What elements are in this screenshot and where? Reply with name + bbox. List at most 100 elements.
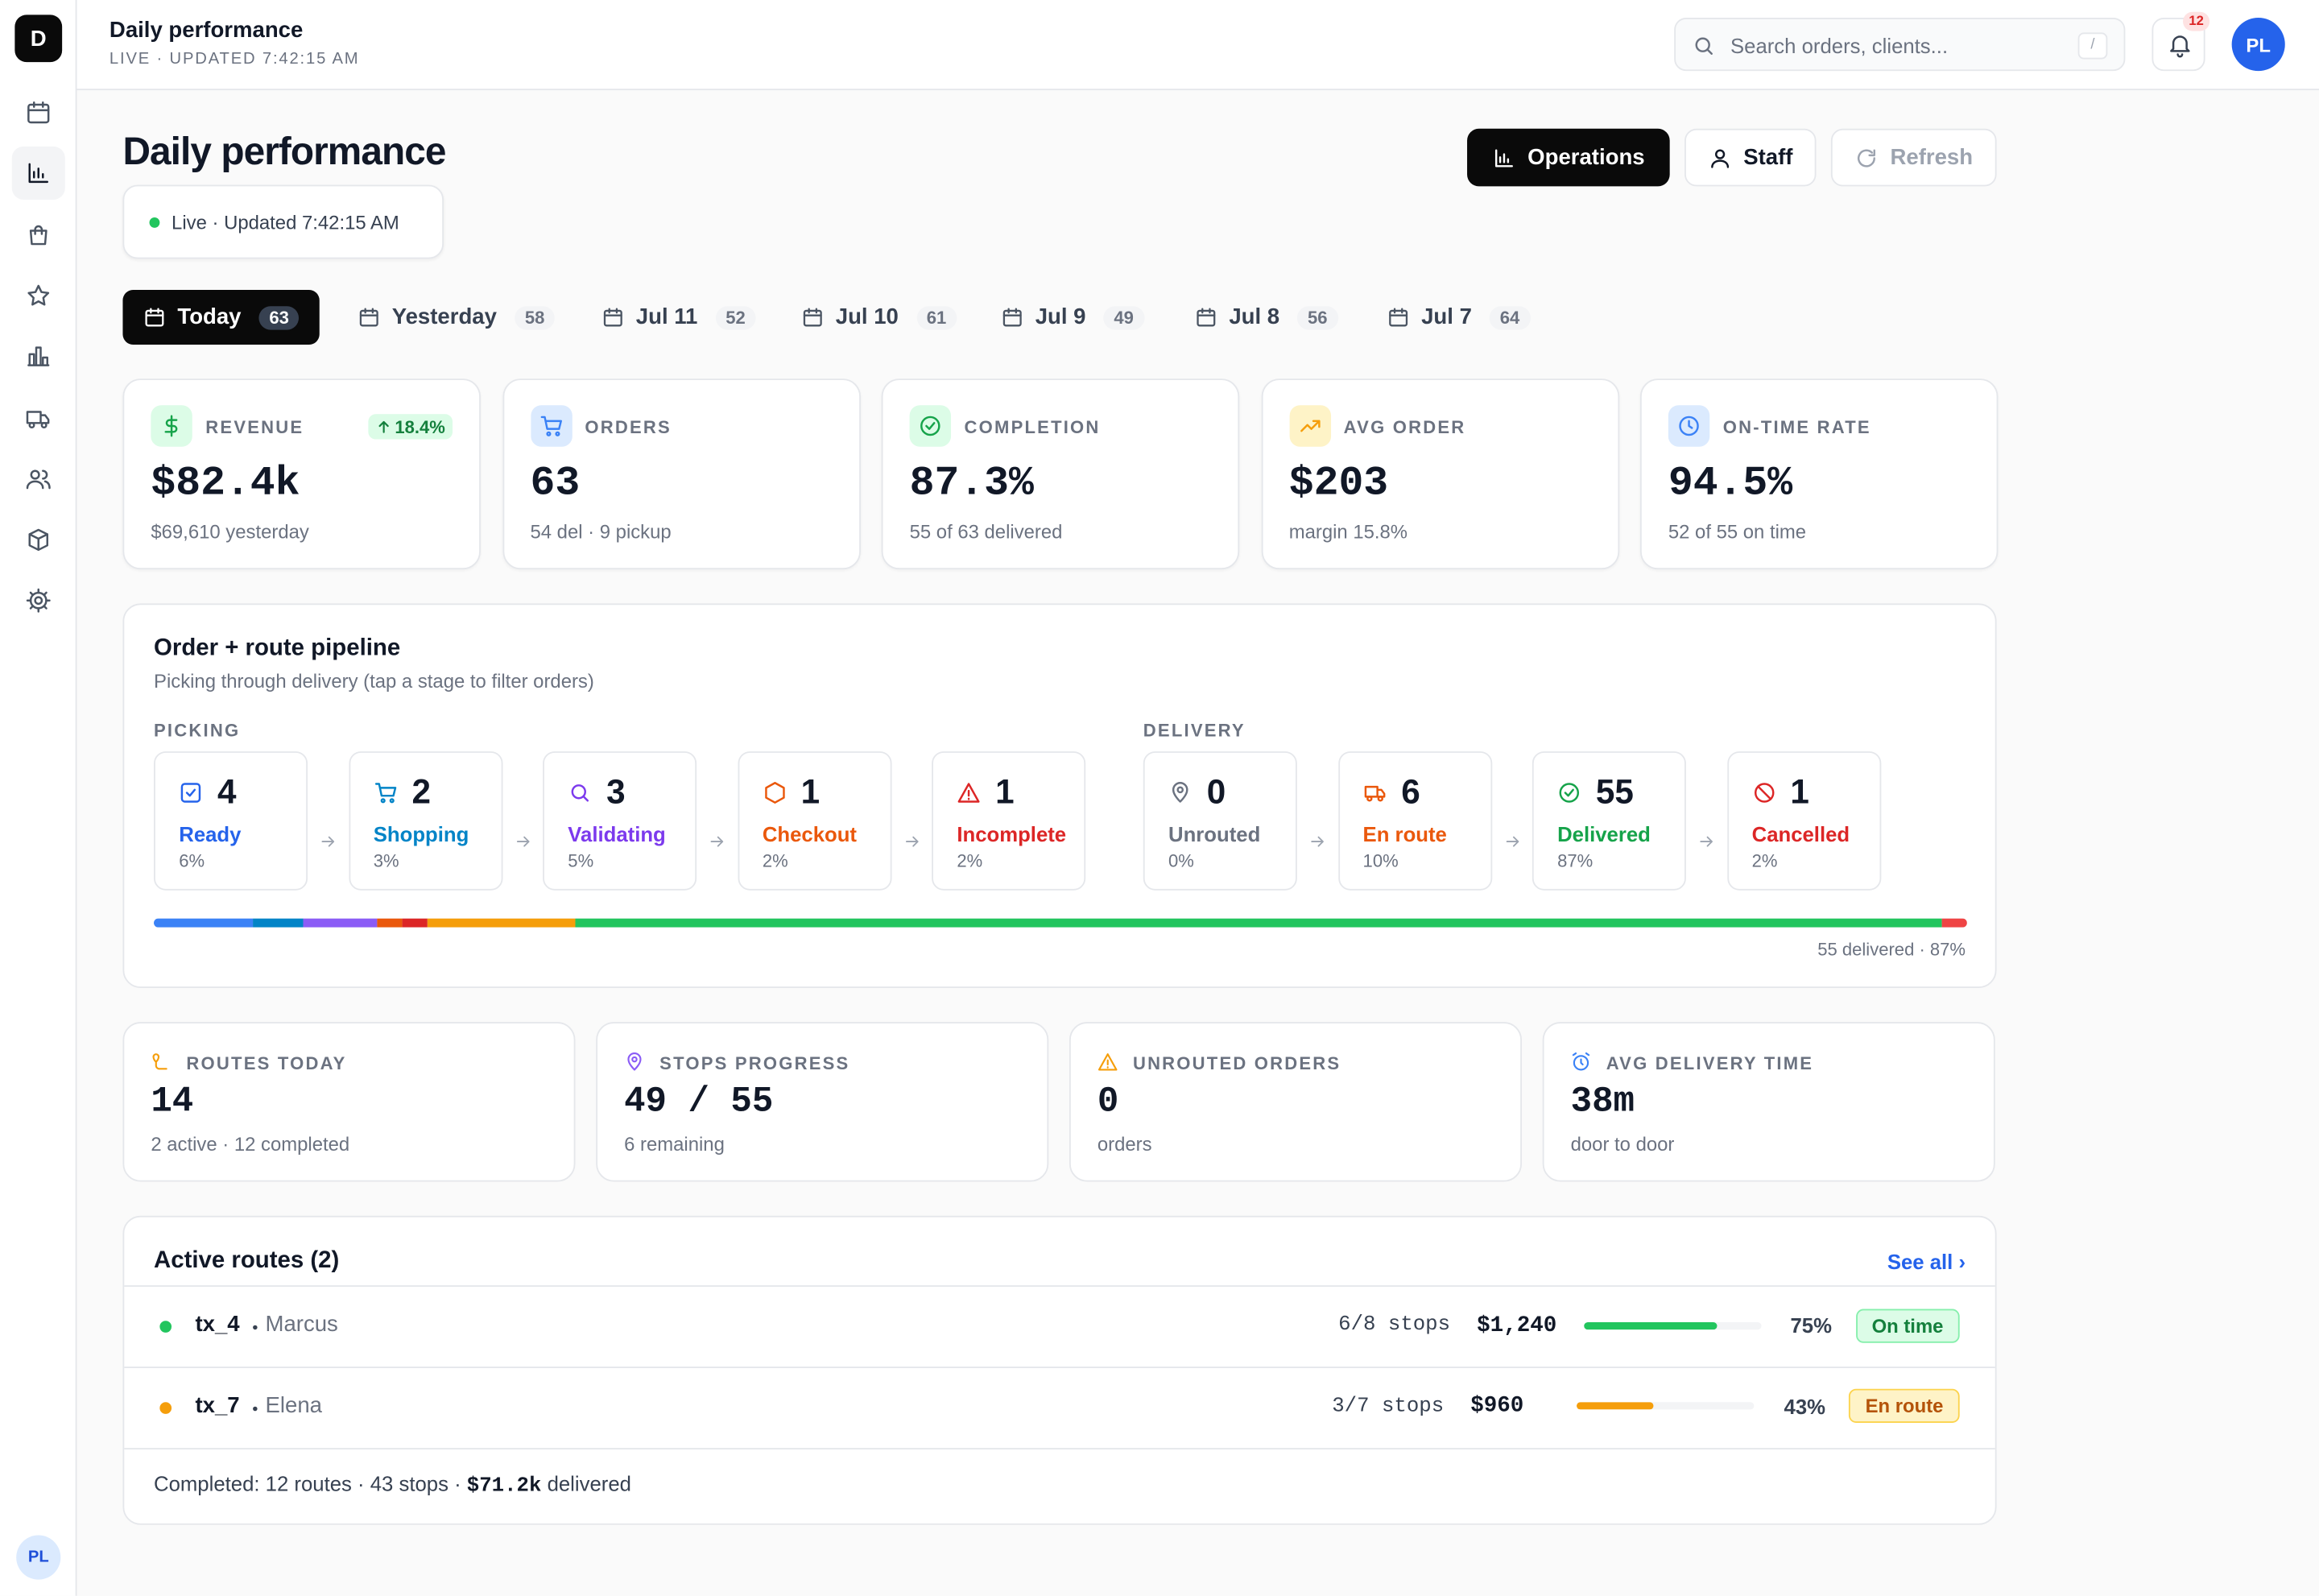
tab-label: Jul 8	[1229, 304, 1280, 330]
stage-name: Unrouted	[1168, 822, 1261, 846]
stage-count: 3	[606, 771, 626, 811]
header-button[interactable]: Staff	[1684, 128, 1817, 187]
header-button[interactable]: Refresh	[1830, 128, 1997, 187]
search[interactable]: Search orders, clients... /	[1674, 18, 2126, 72]
nav-item[interactable]	[12, 574, 65, 627]
icon	[378, 420, 389, 433]
tab-label: Today	[177, 304, 242, 330]
icon	[1700, 836, 1713, 847]
icon	[516, 836, 529, 847]
header-button[interactable]: Operations	[1467, 128, 1670, 187]
icon	[145, 308, 164, 327]
day-tab[interactable]: Jul 10 61	[781, 290, 978, 345]
route-stat-label: ROUTES TODAY	[186, 1052, 347, 1074]
stage-card[interactable]: 6 En route 10%	[1337, 751, 1492, 891]
icon	[27, 346, 50, 367]
search-placeholder: Search orders, clients...	[1730, 34, 1949, 58]
pipeline-footer: 55 delivered · 87%	[1817, 939, 1966, 961]
icon-stroke	[803, 309, 822, 327]
nav-item[interactable]	[12, 391, 65, 444]
button-label: Operations	[1527, 145, 1645, 171]
kpi-value: 87.3%	[909, 461, 1034, 508]
kpi-badge: 18.4%	[368, 414, 453, 440]
status-text: Live · Updated 7:42:15 AM	[172, 211, 399, 234]
stage-card[interactable]: 4 Ready 6%	[154, 751, 308, 891]
nav-item[interactable]	[12, 453, 65, 506]
route-stat-card: ROUTES TODAY 14 2 active · 12 completed	[122, 1022, 576, 1182]
icon-stroke	[1366, 796, 1372, 802]
button-label: Staff	[1743, 145, 1793, 171]
icon-stroke	[26, 410, 50, 424]
icon	[1710, 148, 1729, 167]
kpi-card: COMPLETION 87.3% 55 of 63 delivered	[881, 378, 1240, 570]
kpi-icon	[530, 405, 572, 447]
kpi-label: COMPLETION	[964, 416, 1101, 438]
stage-card[interactable]: 55 Delivered 87%	[1532, 751, 1686, 891]
page-title: Daily performance	[122, 128, 446, 173]
stage-card[interactable]: 2 Shopping 3%	[348, 751, 502, 891]
tab-label: Jul 7	[1421, 304, 1472, 330]
day-tab[interactable]: Yesterday 58	[337, 290, 576, 345]
icon-stroke	[145, 309, 164, 327]
stage-name: Shopping	[373, 822, 469, 846]
stage-share: 2%	[762, 850, 788, 871]
pipeline-segment	[402, 918, 428, 928]
tab-label: Yesterday	[391, 304, 497, 330]
notifications[interactable]: 12	[2152, 11, 2210, 72]
icon	[1197, 308, 1216, 327]
route-row[interactable]: tx_7 Elena 3/7 stops $960 43% En route	[124, 1367, 1995, 1449]
active-routes-title: Active routes (2)	[154, 1248, 340, 1274]
icon	[1363, 785, 1385, 802]
progress-track	[1583, 1321, 1761, 1329]
pipeline-segment	[154, 918, 254, 928]
kpi-icon	[1668, 405, 1710, 447]
icon-stroke	[1376, 796, 1383, 802]
tab-count: 63	[258, 305, 300, 329]
icon	[710, 836, 724, 847]
day-tab[interactable]: Jul 11 52	[581, 290, 777, 345]
kpi-label: ON-TIME RATE	[1722, 416, 1871, 438]
icon-stroke	[152, 1053, 167, 1070]
nav-item[interactable]	[12, 269, 65, 322]
stage-card[interactable]: 0 Unrouted 0%	[1143, 751, 1297, 891]
icon-stroke	[1300, 420, 1320, 432]
stage-card[interactable]: 1 Incomplete 2%	[932, 751, 1086, 891]
stage-card[interactable]: 1 Checkout 2%	[737, 751, 891, 891]
pipeline-card: Order + route pipeline Picking through d…	[122, 603, 1997, 988]
stage-name: Checkout	[762, 822, 858, 846]
nav-item[interactable]	[12, 514, 65, 567]
day-tab[interactable]: Jul 7 64	[1366, 290, 1551, 345]
avatar[interactable]: PL	[2231, 18, 2285, 72]
stage-share: 87%	[1557, 850, 1594, 871]
stage-count: 4	[217, 771, 237, 811]
icon	[1505, 836, 1519, 847]
logo[interactable]: D	[14, 14, 63, 63]
sidebar-avatar[interactable]: PL	[16, 1535, 61, 1580]
nav-item[interactable]	[12, 208, 65, 261]
tab-count: 58	[514, 305, 556, 329]
kpi-value: 94.5%	[1668, 461, 1793, 508]
day-tab[interactable]: Today 63	[122, 290, 320, 345]
icon-stroke	[925, 422, 936, 430]
stage-card[interactable]: 1 Cancelled 2%	[1726, 751, 1881, 891]
separator-dot	[253, 1405, 258, 1411]
stage-card[interactable]: 3 Validating 5%	[543, 751, 697, 891]
nav-item[interactable]	[12, 86, 65, 139]
icon-stroke	[710, 836, 724, 847]
icon-stroke	[603, 309, 622, 327]
day-tab[interactable]: Jul 9 49	[981, 290, 1165, 345]
route-stat-card: UNROUTED ORDERS 0 orders	[1069, 1022, 1523, 1182]
icon	[28, 528, 49, 552]
see-all[interactable]: See all ›	[1887, 1250, 1966, 1274]
kpi-card: REVENUE 18.4% $82.4k $69,610 yesterday	[122, 378, 481, 570]
stage-share: 10%	[1362, 850, 1399, 871]
nav-item[interactable]	[12, 330, 65, 383]
route-row[interactable]: tx_4 Marcus 6/8 stops $1,240 75% On time	[124, 1287, 1995, 1368]
icon	[1002, 308, 1022, 327]
icon-stroke	[145, 308, 164, 316]
nav-item[interactable]	[11, 147, 65, 201]
day-tab[interactable]: Jul 8 56	[1174, 290, 1358, 345]
route-stat-card: AVG DELIVERY TIME 38m door to door	[1542, 1022, 1995, 1182]
pipeline-segment	[303, 918, 378, 928]
stage-count: 6	[1401, 771, 1420, 811]
